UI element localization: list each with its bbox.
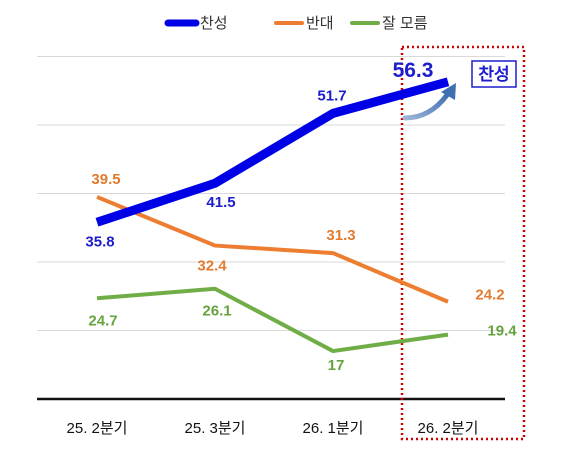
highlight-badge-label: 찬성 xyxy=(478,65,509,84)
x-tick-label: 26. 2분기 xyxy=(418,420,479,437)
data-label: 35.8 xyxy=(85,233,114,250)
series-line xyxy=(96,286,449,354)
legend-label: 찬성 xyxy=(200,15,228,32)
highlight-arrow xyxy=(402,92,450,121)
data-labels: 35.8 41.5 51.7 56.3 39.5 32.4 31.3 24.2 24.7 26.1… xyxy=(85,59,517,374)
data-label: 56.3 xyxy=(393,59,434,82)
data-label: 19.4 xyxy=(487,323,517,340)
series-line xyxy=(96,195,449,304)
highlight-badge xyxy=(471,60,517,88)
highlight-region xyxy=(400,45,526,441)
x-tick-label: 25. 2분기 xyxy=(67,420,128,437)
series-lines xyxy=(95,77,450,354)
data-label: 17 xyxy=(328,357,345,374)
series-line xyxy=(95,77,450,227)
x-axis: 25. 2분기 25. 3분기 26. 1분기 26. 2분기 xyxy=(37,397,505,437)
x-tick-label: 25. 3분기 xyxy=(185,420,246,437)
data-label: 24.7 xyxy=(88,312,117,329)
gridlines xyxy=(37,56,505,331)
data-label: 32.4 xyxy=(197,258,227,275)
data-label: 39.5 xyxy=(91,171,120,188)
highlight-arrowhead xyxy=(441,83,456,100)
data-label: 26.1 xyxy=(202,303,231,320)
data-label: 51.7 xyxy=(317,87,346,104)
data-label: 31.3 xyxy=(326,227,355,244)
legend-label: 반대 xyxy=(306,15,334,32)
highlight-box xyxy=(400,45,526,441)
x-tick-label: 26. 1분기 xyxy=(303,420,364,437)
legend-label: 잘 모름 xyxy=(382,15,428,32)
data-label: 41.5 xyxy=(206,194,235,211)
data-label: 24.2 xyxy=(475,287,504,304)
legend: 찬성 반대 잘 모름 xyxy=(164,15,428,32)
